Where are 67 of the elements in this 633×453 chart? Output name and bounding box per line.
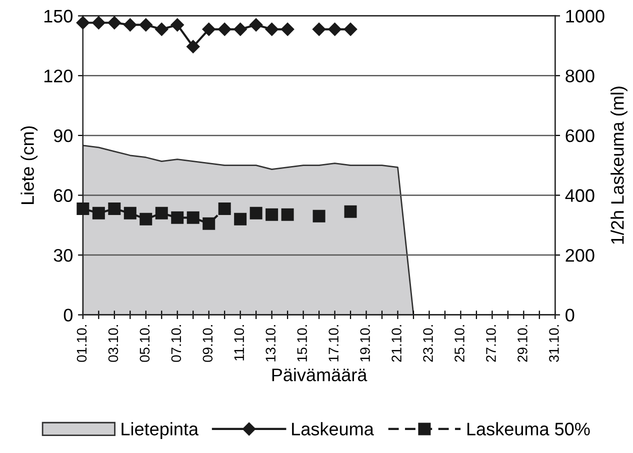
point bbox=[155, 206, 168, 220]
x-tick-label: 15.10. bbox=[297, 325, 308, 362]
point bbox=[344, 205, 357, 218]
point bbox=[202, 22, 216, 36]
x-tick-label: 27.10. bbox=[486, 325, 496, 362]
y2-axis-title: 1/2h Laskeuma (ml) bbox=[610, 86, 628, 244]
y-tick-label: 90 bbox=[54, 129, 72, 142]
point bbox=[234, 212, 247, 226]
y2-tick-label: 0 bbox=[566, 308, 574, 322]
x-tick-label: 09.10. bbox=[202, 325, 213, 362]
x-tick-label: 01.10. bbox=[76, 325, 87, 362]
point bbox=[124, 18, 137, 32]
point bbox=[139, 18, 152, 32]
point bbox=[108, 16, 121, 30]
point bbox=[186, 40, 200, 54]
x-tick-label: 25.10. bbox=[454, 325, 464, 362]
point bbox=[218, 22, 232, 36]
y-axis-title: Liete (cm) bbox=[20, 126, 38, 204]
y2-tick-label: 400 bbox=[565, 189, 594, 202]
x-tick-label: 13.10. bbox=[266, 325, 276, 362]
point bbox=[328, 22, 342, 36]
point bbox=[280, 22, 294, 36]
y2-tick-label: 200 bbox=[566, 248, 594, 262]
point bbox=[281, 208, 294, 221]
y-tick-label: 150 bbox=[44, 10, 72, 23]
point bbox=[76, 202, 90, 215]
x-tick-label: 29.10. bbox=[518, 325, 528, 362]
point bbox=[170, 18, 184, 32]
point bbox=[124, 206, 136, 220]
legend-label: Lietepinta bbox=[122, 422, 199, 440]
point bbox=[186, 211, 200, 224]
point bbox=[76, 16, 90, 30]
point bbox=[171, 211, 184, 224]
legend-label: Laskeuma bbox=[292, 422, 374, 436]
point bbox=[202, 217, 216, 230]
x-tick-label: 05.10. bbox=[140, 325, 150, 362]
x-axis-title: Päivämäärä bbox=[272, 368, 368, 382]
point bbox=[344, 22, 358, 36]
point bbox=[155, 22, 168, 36]
x-tick-label: 31.10. bbox=[549, 325, 559, 362]
point bbox=[265, 22, 278, 36]
point bbox=[108, 202, 121, 215]
point bbox=[312, 210, 326, 222]
y-tick-label: 30 bbox=[54, 248, 72, 262]
x-tick-label: 17.10. bbox=[328, 325, 338, 362]
x-tick-label: 07.10. bbox=[171, 325, 182, 362]
point bbox=[218, 202, 231, 215]
y-tick-label: 60 bbox=[54, 189, 72, 202]
point bbox=[312, 22, 326, 36]
legend-label: Laskeuma 50% bbox=[467, 422, 590, 436]
y2-tick-label: 1000 bbox=[566, 10, 604, 23]
point bbox=[140, 212, 152, 226]
point bbox=[234, 22, 247, 36]
point bbox=[92, 16, 106, 30]
point bbox=[250, 206, 262, 220]
y2-tick-label: 800 bbox=[566, 70, 594, 82]
y-tick-label: 0 bbox=[64, 308, 72, 322]
x-tick-label: 03.10. bbox=[108, 325, 118, 362]
y2-tick-label: 600 bbox=[566, 129, 594, 142]
point bbox=[249, 18, 263, 32]
x-tick-label: 19.10. bbox=[360, 325, 370, 362]
x-tick-label: 23.10. bbox=[423, 325, 433, 362]
x-tick-label: 11.10. bbox=[234, 325, 244, 360]
y-tick-label: 120 bbox=[44, 70, 72, 82]
point bbox=[92, 206, 105, 220]
point bbox=[266, 208, 278, 221]
x-tick-label: 21.10. bbox=[392, 325, 402, 362]
